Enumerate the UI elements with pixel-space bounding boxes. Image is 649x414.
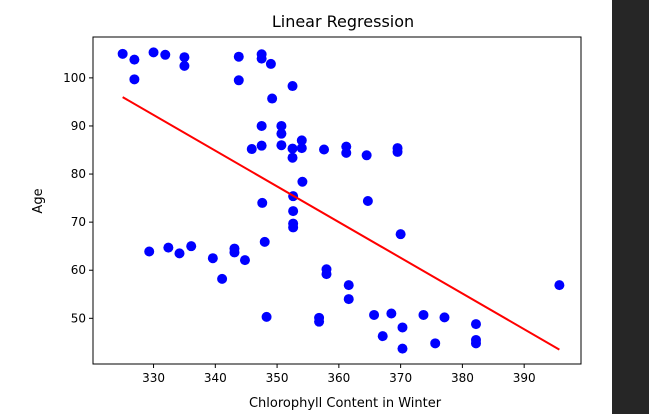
- data-point: [343, 294, 354, 305]
- x-tick-label: 340: [204, 371, 227, 385]
- data-point: [257, 197, 268, 208]
- data-point: [439, 312, 450, 323]
- data-point: [287, 143, 298, 154]
- data-point: [377, 331, 388, 342]
- regression-line: [122, 96, 560, 351]
- x-axis-ticks: 330 340 350 360 370 380 390: [142, 364, 536, 385]
- data-point: [229, 247, 240, 258]
- data-point: [470, 319, 481, 330]
- data-point: [430, 338, 441, 349]
- data-point: [144, 246, 155, 257]
- data-point: [233, 51, 244, 62]
- data-point: [369, 309, 380, 320]
- data-point: [207, 253, 218, 264]
- x-tick-label: 360: [327, 371, 350, 385]
- data-point: [265, 58, 276, 69]
- data-point: [287, 152, 298, 163]
- data-point: [239, 255, 250, 266]
- data-point: [217, 273, 228, 284]
- y-tick-label: 90: [71, 119, 86, 133]
- data-point: [343, 280, 354, 291]
- y-tick-label: 50: [71, 311, 86, 325]
- data-point: [160, 49, 171, 60]
- plot-frame: [92, 36, 582, 365]
- data-point: [296, 135, 307, 146]
- data-point: [386, 308, 397, 319]
- x-axis-label: Chlorophyll Content in Winter: [249, 396, 442, 411]
- data-point: [287, 81, 298, 92]
- data-point: [267, 93, 278, 104]
- x-tick-label: 350: [266, 371, 289, 385]
- data-point: [418, 309, 429, 320]
- data-point: [256, 120, 267, 131]
- data-point: [470, 338, 481, 349]
- y-axis-label: Age: [31, 188, 46, 213]
- x-tick-label: 380: [451, 371, 474, 385]
- data-point: [261, 311, 272, 322]
- y-tick-label: 100: [63, 71, 86, 85]
- x-tick-label: 390: [513, 371, 536, 385]
- data-point: [362, 195, 373, 206]
- chart-title: Linear Regression: [272, 12, 414, 31]
- data-point: [276, 128, 287, 139]
- data-point: [288, 222, 299, 233]
- data-point: [129, 54, 140, 65]
- data-point: [163, 242, 174, 253]
- data-point: [276, 140, 287, 151]
- data-point: [361, 150, 372, 161]
- x-tick-label: 330: [142, 371, 165, 385]
- data-point: [288, 206, 299, 217]
- data-point: [174, 248, 185, 259]
- data-point: [554, 280, 565, 291]
- data-point: [397, 343, 408, 354]
- y-tick-label: 60: [71, 263, 86, 277]
- data-point: [321, 269, 332, 280]
- data-point: [117, 48, 128, 59]
- data-point: [179, 52, 190, 63]
- y-tick-label: 70: [71, 215, 86, 229]
- data-point: [395, 229, 406, 240]
- data-point: [259, 236, 270, 247]
- y-tick-label: 80: [71, 167, 86, 181]
- y-axis-ticks: 50 60 70 80 90 100: [63, 71, 93, 325]
- data-point: [397, 322, 408, 333]
- chart-figure: Linear Regression Chlorophyll Content in…: [0, 0, 612, 414]
- x-tick-label: 370: [389, 371, 412, 385]
- data-point: [276, 120, 287, 131]
- data-points: [117, 47, 565, 354]
- data-point: [129, 74, 140, 85]
- data-point: [186, 241, 197, 252]
- data-point: [256, 53, 267, 64]
- data-point: [319, 144, 330, 155]
- data-point: [314, 316, 325, 327]
- data-point: [179, 60, 190, 71]
- data-point: [233, 75, 244, 86]
- data-point: [296, 143, 307, 154]
- scatter-plot: Linear Regression Chlorophyll Content in…: [31, 12, 582, 411]
- data-point: [297, 176, 308, 187]
- data-point: [256, 140, 267, 151]
- data-point: [392, 146, 403, 157]
- data-point: [148, 47, 159, 58]
- data-point: [341, 147, 352, 158]
- regression-line-group: [122, 96, 560, 351]
- data-point: [246, 144, 257, 155]
